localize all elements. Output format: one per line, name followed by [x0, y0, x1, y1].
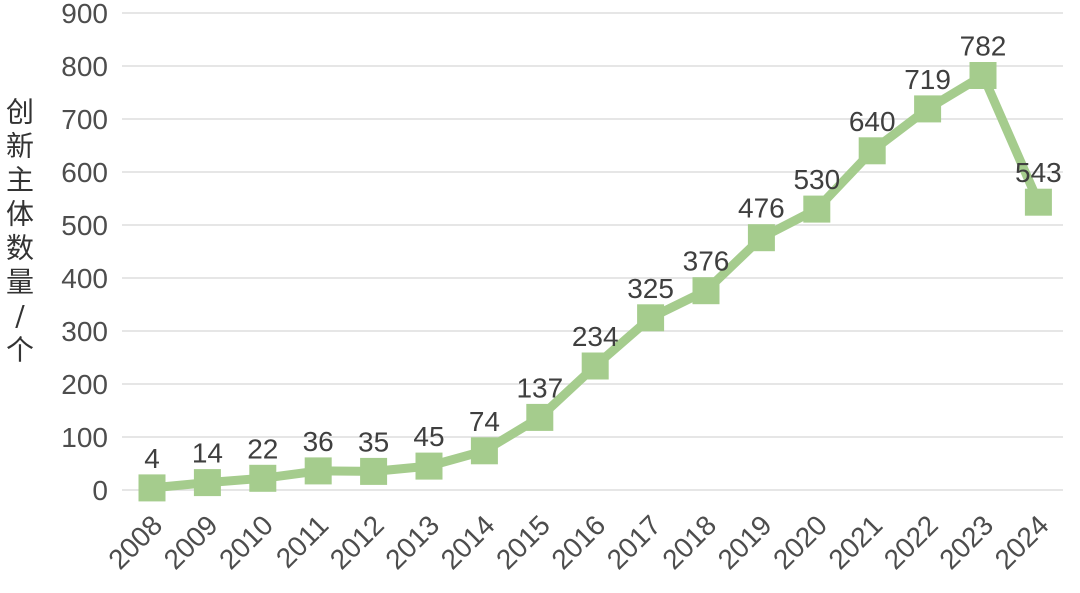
- x-axis-tick-label: 2010: [213, 509, 279, 575]
- y-axis-title: 主: [6, 164, 34, 197]
- x-axis-tick-label: 2012: [324, 509, 390, 575]
- y-axis-title: 体: [6, 198, 34, 231]
- data-label: 543: [1015, 157, 1062, 188]
- data-point-marker: [415, 452, 443, 480]
- data-label: 476: [738, 193, 785, 224]
- x-axis-tick-label: 2009: [158, 509, 224, 575]
- data-point-marker: [304, 457, 332, 485]
- y-axis-tick-label: 600: [61, 157, 108, 188]
- y-axis-tick-label: 200: [61, 369, 108, 400]
- data-point-marker: [969, 62, 997, 89]
- data-label: 719: [904, 64, 951, 95]
- data-label: 640: [849, 106, 896, 137]
- data-label: 74: [469, 406, 500, 437]
- data-point-marker: [360, 457, 388, 485]
- data-label: 234: [572, 321, 619, 352]
- data-line: [151, 71, 1043, 493]
- data-label: 137: [516, 372, 563, 403]
- x-axis-tick-label: 2022: [878, 509, 944, 575]
- y-axis-tick-label: 300: [61, 316, 108, 347]
- data-label: 22: [247, 433, 278, 464]
- data-point-marker: [526, 403, 554, 431]
- y-axis-title: 创: [6, 96, 34, 129]
- data-label: 36: [303, 426, 334, 457]
- x-axis-tick-label: 2014: [435, 509, 501, 575]
- x-axis-tick-label: 2017: [601, 509, 667, 575]
- data-point-marker: [581, 352, 609, 380]
- data-label: 376: [683, 246, 730, 277]
- y-axis-tick-label: 100: [61, 422, 108, 453]
- x-axis-tick-label: 2018: [656, 509, 722, 575]
- x-axis-tick-label: 2024: [989, 509, 1055, 575]
- data-point-marker: [470, 437, 498, 465]
- y-axis-tick-label: 0: [92, 475, 108, 506]
- data-point-marker: [858, 137, 886, 165]
- data-point-marker: [637, 304, 665, 332]
- data-point-marker: [914, 95, 942, 123]
- y-axis-title: 个: [6, 334, 34, 367]
- data-label: 325: [627, 273, 674, 304]
- data-label: 4: [144, 443, 160, 474]
- x-axis-tick-label: 2021: [822, 509, 888, 575]
- data-point-marker: [692, 277, 720, 305]
- x-axis-tick-label: 2013: [379, 509, 445, 575]
- x-axis-tick-label: 2011: [270, 509, 335, 574]
- x-axis-tick-label: 2015: [490, 509, 556, 575]
- data-label: 35: [358, 426, 389, 457]
- y-axis-tick-label: 800: [61, 51, 108, 82]
- data-label: 45: [413, 421, 444, 452]
- x-axis-tick-label: 2020: [767, 509, 833, 575]
- data-point-marker: [138, 474, 166, 502]
- data-label: 782: [960, 31, 1007, 62]
- x-axis-tick-label: 2016: [545, 509, 611, 575]
- data-point-marker: [249, 464, 277, 492]
- y-axis-tick-label: 700: [61, 104, 108, 135]
- x-axis-tick-label: 2023: [933, 509, 999, 575]
- data-point-marker: [193, 469, 221, 497]
- y-axis-tick-label: 500: [61, 210, 108, 241]
- y-axis-title: 新: [6, 130, 34, 163]
- data-label: 14: [192, 438, 223, 469]
- data-point-marker: [1024, 188, 1052, 216]
- data-point-marker: [803, 195, 831, 223]
- y-axis-tick-label: 900: [61, 0, 108, 29]
- y-axis-title: 数: [6, 232, 34, 265]
- y-axis-tick-label: 400: [61, 263, 108, 294]
- x-axis-tick-label: 2019: [712, 509, 778, 575]
- y-axis-title: /: [15, 300, 25, 333]
- y-axis-title: 量: [6, 266, 34, 299]
- x-axis-tick-label: 2008: [102, 509, 168, 575]
- data-label: 530: [793, 164, 840, 195]
- data-point-marker: [747, 224, 775, 252]
